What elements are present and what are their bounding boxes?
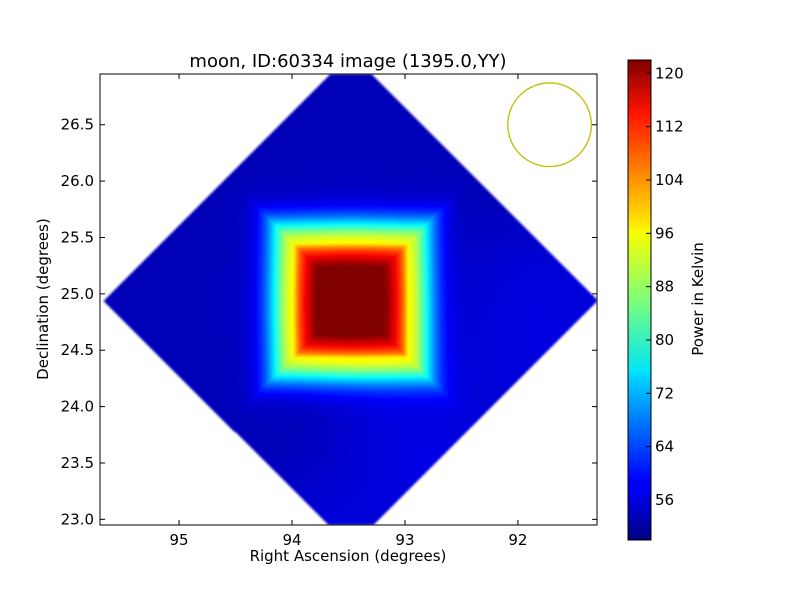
y-tick-label: 26.5 bbox=[61, 116, 94, 134]
x-tick-label: 95 bbox=[170, 531, 189, 549]
y-axis-label: Declination (degrees) bbox=[34, 218, 52, 380]
plot-frame bbox=[99, 73, 598, 526]
y-tick-label: 24.0 bbox=[61, 398, 94, 416]
colorbar-tick-label: 104 bbox=[655, 171, 684, 189]
colorbar-tick-label: 120 bbox=[655, 64, 684, 82]
heatmap-image bbox=[100, 74, 597, 525]
colorbar-label: Power in Kelvin bbox=[689, 242, 707, 356]
x-tick-label: 94 bbox=[282, 531, 301, 549]
y-tick-label: 24.5 bbox=[61, 341, 94, 359]
heatmap-area bbox=[100, 74, 597, 525]
y-tick-label: 23.0 bbox=[61, 510, 94, 528]
y-tick-label: 25.5 bbox=[61, 228, 94, 246]
colorbar-axis: 56 64 72 80 88 96 104 112 120 bbox=[646, 64, 684, 509]
colorbar-tick-label: 96 bbox=[655, 224, 674, 242]
x-axis: 95 94 93 92 bbox=[170, 74, 527, 549]
x-tick-label: 92 bbox=[508, 531, 527, 549]
colorbar-tick-label: 72 bbox=[655, 384, 674, 402]
colorbar-tick-label: 56 bbox=[655, 491, 674, 509]
y-tick-label: 26.0 bbox=[61, 172, 94, 190]
colorbar bbox=[627, 59, 652, 541]
y-tick-label: 25.0 bbox=[61, 285, 94, 303]
y-axis: 23.0 23.5 24.0 24.5 25.0 25.5 26.0 26.5 bbox=[61, 116, 597, 528]
x-tick-label: 93 bbox=[395, 531, 414, 549]
y-tick-label: 23.5 bbox=[61, 454, 94, 472]
colorbar-tick-label: 64 bbox=[655, 438, 674, 456]
colorbar-tick-label: 80 bbox=[655, 331, 674, 349]
chart-title: moon, ID:60334 image (1395.0,YY) bbox=[189, 51, 506, 72]
colorbar-tick-label: 112 bbox=[655, 118, 684, 136]
colorbar-tick-label: 88 bbox=[655, 278, 674, 296]
beam-circle bbox=[507, 82, 593, 168]
x-axis-label: Right Ascension (degrees) bbox=[250, 547, 447, 565]
